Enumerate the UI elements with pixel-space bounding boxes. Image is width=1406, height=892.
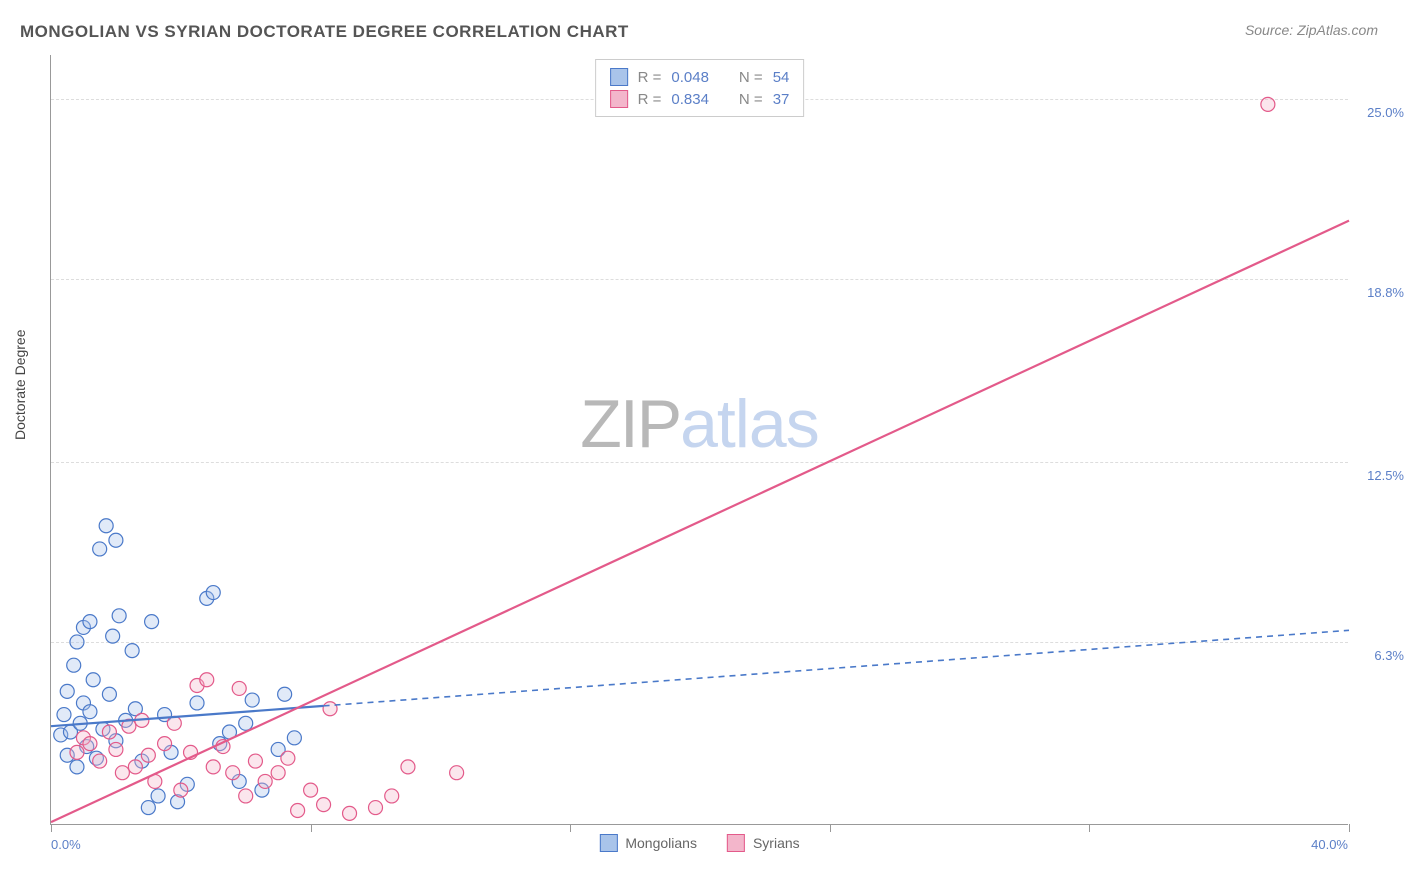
data-point — [239, 789, 253, 803]
data-point — [93, 542, 107, 556]
data-point — [369, 801, 383, 815]
legend-label-syrians: Syrians — [753, 835, 800, 851]
data-point — [60, 684, 74, 698]
data-point — [385, 789, 399, 803]
data-point — [128, 760, 142, 774]
data-point — [450, 766, 464, 780]
r-label: R = — [638, 69, 662, 86]
data-point — [83, 737, 97, 751]
data-point — [158, 737, 172, 751]
data-point — [93, 754, 107, 768]
data-point — [281, 751, 295, 765]
data-point — [141, 801, 155, 815]
data-point — [67, 658, 81, 672]
legend-row-mongolians: R = 0.048 N = 54 — [610, 66, 790, 88]
data-point — [278, 687, 292, 701]
legend-swatch-mongolians — [610, 68, 628, 86]
data-point — [174, 783, 188, 797]
r-label: R = — [638, 91, 662, 108]
x-tick — [51, 824, 52, 832]
data-point — [287, 731, 301, 745]
legend-row-syrians: R = 0.834 N = 37 — [610, 88, 790, 110]
y-tick-label: 6.3% — [1374, 648, 1404, 663]
data-point — [70, 745, 84, 759]
data-point — [102, 725, 116, 739]
data-point — [83, 705, 97, 719]
data-point — [151, 789, 165, 803]
data-point — [102, 687, 116, 701]
data-point — [248, 754, 262, 768]
legend-label-mongolians: Mongolians — [625, 835, 697, 851]
data-point — [245, 693, 259, 707]
data-point — [115, 766, 129, 780]
y-tick-label: 25.0% — [1367, 105, 1404, 120]
data-point — [343, 806, 357, 820]
n-value-syrians: 37 — [773, 91, 790, 108]
data-point — [323, 702, 337, 716]
legend-swatch-icon — [727, 834, 745, 852]
r-value-syrians: 0.834 — [671, 91, 709, 108]
data-point — [239, 716, 253, 730]
data-point — [125, 644, 139, 658]
data-point — [304, 783, 318, 797]
x-min-label: 0.0% — [51, 837, 81, 852]
n-label: N = — [739, 91, 763, 108]
data-point — [145, 615, 159, 629]
data-point — [258, 774, 272, 788]
data-point — [190, 696, 204, 710]
chart-title: MONGOLIAN VS SYRIAN DOCTORATE DEGREE COR… — [20, 22, 629, 42]
data-point — [226, 766, 240, 780]
legend-item-syrians: Syrians — [727, 834, 800, 852]
x-tick — [830, 824, 831, 832]
n-label: N = — [739, 69, 763, 86]
data-point — [291, 803, 305, 817]
x-tick — [311, 824, 312, 832]
plot-area: ZIPatlas R = 0.048 N = 54 R = 0.834 N = … — [50, 55, 1348, 825]
n-value-mongolians: 54 — [773, 69, 790, 86]
legend-swatch-syrians — [610, 90, 628, 108]
data-point — [70, 760, 84, 774]
data-point — [109, 742, 123, 756]
data-point — [109, 533, 123, 547]
data-point — [317, 798, 331, 812]
data-point — [57, 708, 71, 722]
legend-item-mongolians: Mongolians — [599, 834, 697, 852]
data-point — [401, 760, 415, 774]
data-point — [1261, 97, 1275, 111]
data-point — [112, 609, 126, 623]
trend-line-extrapolated — [324, 630, 1349, 706]
data-point — [206, 586, 220, 600]
x-tick — [1089, 824, 1090, 832]
data-point — [206, 760, 220, 774]
legend-swatch-icon — [599, 834, 617, 852]
data-point — [70, 635, 84, 649]
data-point — [86, 673, 100, 687]
data-point — [232, 681, 246, 695]
r-value-mongolians: 0.048 — [671, 69, 709, 86]
y-tick-label: 18.8% — [1367, 285, 1404, 300]
y-axis-title: Doctorate Degree — [12, 329, 28, 440]
y-tick-label: 12.5% — [1367, 468, 1404, 483]
data-point — [106, 629, 120, 643]
data-point — [200, 673, 214, 687]
data-point — [141, 748, 155, 762]
x-tick — [570, 824, 571, 832]
x-tick — [1349, 824, 1350, 832]
source-attribution: Source: ZipAtlas.com — [1245, 22, 1378, 38]
correlation-legend: R = 0.048 N = 54 R = 0.834 N = 37 — [595, 59, 805, 117]
x-max-label: 40.0% — [1311, 837, 1348, 852]
trend-line — [51, 221, 1349, 822]
series-legend: Mongolians Syrians — [599, 834, 799, 852]
chart-svg — [51, 55, 1348, 824]
data-point — [99, 519, 113, 533]
data-point — [83, 615, 97, 629]
data-point — [271, 766, 285, 780]
